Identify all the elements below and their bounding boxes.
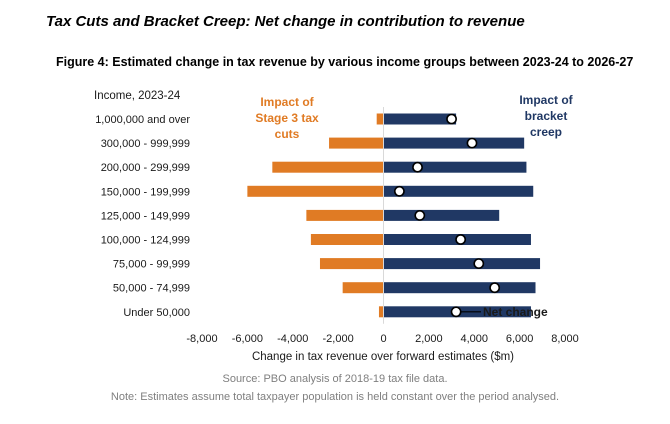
net-change-marker (393, 185, 405, 197)
category-tick-label: 300,000 - 999,999 (101, 138, 190, 150)
bar (376, 113, 384, 125)
x-tick-label: -8,000 (186, 333, 217, 345)
bar (247, 185, 384, 197)
series-label-stage3: cuts (275, 127, 300, 141)
bar (383, 185, 534, 197)
bar (310, 234, 384, 245)
bar (383, 282, 536, 294)
bar (306, 209, 384, 221)
document-heading: Tax Cuts and Bracket Creep: Net change i… (46, 13, 525, 30)
net-change-marker (466, 137, 478, 149)
category-tick-label: 125,000 - 149,999 (101, 210, 190, 222)
bar (383, 113, 457, 125)
bar (272, 161, 384, 173)
x-tick-label: -4,000 (277, 333, 308, 345)
net-change-marker (414, 209, 426, 221)
net-change-marker (450, 306, 462, 318)
series-label-bracket-creep: creep (530, 125, 562, 139)
x-tick-label: 6,000 (506, 333, 534, 345)
methodology-note: Note: Estimates assume total taxpayer po… (110, 391, 560, 403)
category-tick-label: 1,000,000 and over (95, 114, 190, 126)
net-change-marker (473, 258, 485, 269)
bar (383, 258, 541, 270)
bar (383, 209, 500, 221)
category-tick-label: 100,000 - 124,999 (101, 235, 190, 247)
x-axis-label: Change in tax revenue over forward estim… (252, 351, 514, 363)
net-change-marker (412, 161, 423, 173)
series-label-bracket-creep: Impact of (519, 93, 573, 107)
bar (342, 282, 384, 294)
category-tick-label: 75,000 - 99,999 (113, 259, 190, 271)
net-change-marker (446, 113, 457, 125)
chart: 1,000,000 and over 300,000 - 999,999 200,0… (94, 90, 579, 363)
category-tick-label: Under 50,000 (123, 307, 190, 319)
x-tick-label: 8,000 (551, 333, 579, 345)
x-tick-label: -6,000 (232, 333, 263, 345)
source-note: Source: PBO analysis of 2018-19 tax file… (222, 373, 448, 385)
x-tick-label: 4,000 (460, 333, 488, 345)
category-tick-label: 150,000 - 199,999 (101, 186, 190, 198)
net-change-marker (489, 282, 501, 294)
category-axis-title: Income, 2023-24 (94, 90, 181, 102)
net-change-marker (455, 234, 467, 245)
x-tick-label: 0 (380, 333, 386, 345)
x-tick-label: -2,000 (323, 333, 354, 345)
category-tick-label: 200,000 - 299,999 (101, 162, 190, 174)
series-label-stage3: Stage 3 tax (255, 111, 319, 125)
series-label-bracket-creep: bracket (525, 109, 568, 123)
series-label-net-change: Net change (483, 305, 548, 319)
bar (383, 161, 527, 173)
bar (329, 137, 384, 149)
bar (378, 306, 384, 318)
category-tick-label: 50,000 - 74,999 (113, 283, 190, 295)
series-label-stage3: Impact of (260, 95, 314, 109)
bar (319, 258, 384, 270)
x-tick-label: 2,000 (415, 333, 443, 345)
figure-title: Figure 4: Estimated change in tax revenu… (56, 55, 634, 69)
bar (383, 137, 525, 149)
